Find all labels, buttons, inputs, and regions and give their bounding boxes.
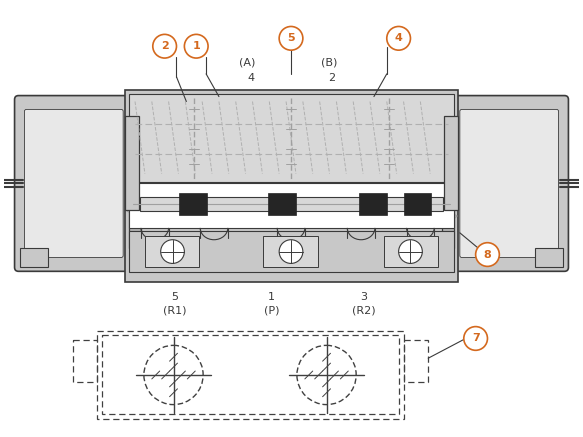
Text: (R2): (R2) bbox=[352, 306, 376, 316]
Bar bbox=[145, 236, 199, 267]
Text: 2: 2 bbox=[328, 73, 335, 83]
Text: 8: 8 bbox=[484, 250, 491, 260]
Text: (A): (A) bbox=[240, 57, 256, 67]
Text: 2: 2 bbox=[161, 41, 168, 51]
Bar bbox=[129, 184, 454, 228]
FancyBboxPatch shape bbox=[15, 96, 133, 271]
Circle shape bbox=[184, 35, 208, 58]
Bar bbox=[129, 119, 141, 248]
Text: 3: 3 bbox=[360, 292, 367, 302]
Bar bbox=[140, 197, 443, 211]
Circle shape bbox=[279, 27, 303, 50]
Bar bbox=[103, 336, 399, 414]
FancyBboxPatch shape bbox=[450, 96, 568, 271]
FancyBboxPatch shape bbox=[460, 109, 559, 257]
Bar bbox=[125, 116, 139, 210]
Text: 4: 4 bbox=[395, 33, 402, 43]
Bar bbox=[180, 193, 207, 215]
Bar bbox=[403, 340, 429, 382]
Circle shape bbox=[161, 240, 184, 264]
Bar bbox=[442, 119, 454, 248]
Bar bbox=[384, 236, 438, 267]
Bar bbox=[73, 340, 97, 382]
Circle shape bbox=[399, 240, 422, 264]
Text: (P): (P) bbox=[264, 306, 279, 316]
Text: 1: 1 bbox=[192, 41, 200, 51]
FancyBboxPatch shape bbox=[24, 109, 123, 257]
Text: 4: 4 bbox=[247, 73, 254, 83]
Bar bbox=[359, 193, 387, 215]
Text: (B): (B) bbox=[321, 57, 338, 67]
Bar bbox=[403, 193, 431, 215]
Bar bbox=[268, 193, 296, 215]
Circle shape bbox=[464, 326, 487, 350]
Bar bbox=[97, 330, 403, 420]
Bar bbox=[444, 116, 458, 210]
Circle shape bbox=[153, 35, 177, 58]
Bar bbox=[535, 248, 563, 267]
Circle shape bbox=[476, 243, 499, 267]
Text: 1: 1 bbox=[268, 292, 275, 302]
Text: 5: 5 bbox=[171, 292, 178, 302]
Circle shape bbox=[387, 27, 410, 50]
Bar bbox=[129, 231, 454, 272]
Text: 7: 7 bbox=[472, 333, 479, 343]
Circle shape bbox=[279, 240, 303, 264]
Text: (R1): (R1) bbox=[163, 306, 186, 316]
Bar bbox=[20, 248, 48, 267]
Bar bbox=[125, 90, 458, 282]
Bar bbox=[129, 94, 454, 183]
Bar bbox=[264, 236, 318, 267]
Text: 5: 5 bbox=[287, 33, 295, 43]
